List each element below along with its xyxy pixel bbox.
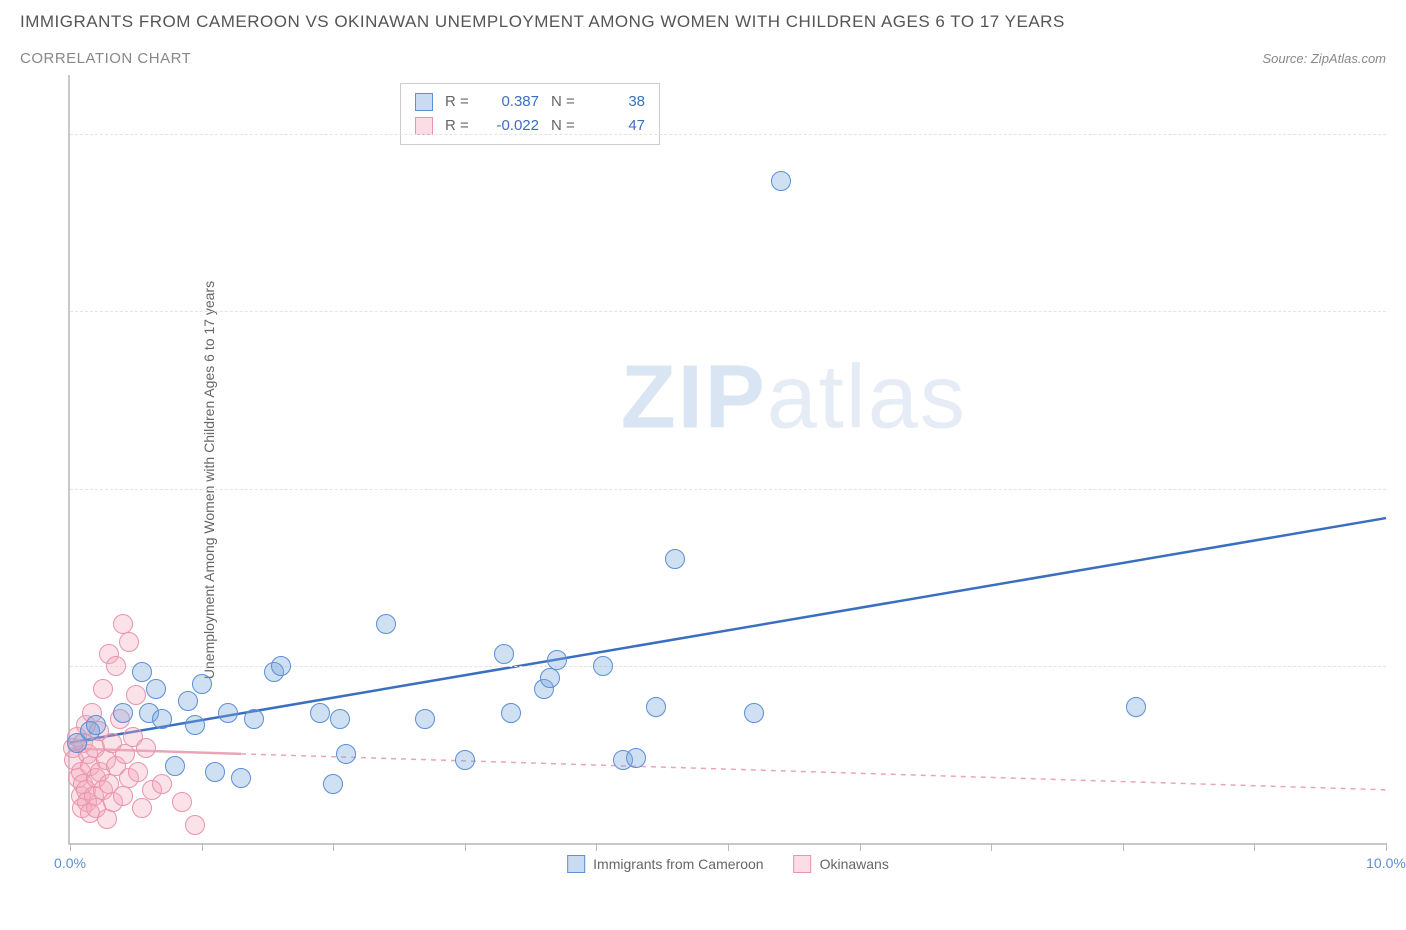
series-name: Okinawans <box>820 856 889 872</box>
scatter-point <box>665 549 685 569</box>
xtick <box>333 843 334 851</box>
swatch-pink-icon <box>415 117 433 135</box>
scatter-point <box>455 750 475 770</box>
scatter-point <box>93 679 113 699</box>
scatter-point <box>771 171 791 191</box>
scatter-point <box>501 703 521 723</box>
ytick-label: 45.0% <box>1391 303 1406 319</box>
scatter-point <box>172 792 192 812</box>
scatter-point <box>376 614 396 634</box>
ytick-label: 15.0% <box>1391 658 1406 674</box>
scatter-point <box>136 738 156 758</box>
scatter-point <box>744 703 764 723</box>
scatter-point <box>593 656 613 676</box>
xtick <box>1254 843 1255 851</box>
scatter-point <box>106 656 126 676</box>
scatter-point <box>185 715 205 735</box>
scatter-point <box>415 709 435 729</box>
n-label: N = <box>551 90 577 114</box>
xtick <box>202 843 203 851</box>
legend-series: Immigrants from Cameroon Okinawans <box>567 855 889 873</box>
gridline <box>70 134 1386 135</box>
scatter-point <box>323 774 343 794</box>
scatter-point <box>132 662 152 682</box>
trend-lines <box>70 75 1386 843</box>
scatter-point <box>113 786 133 806</box>
legend-item-cameroon: Immigrants from Cameroon <box>567 855 763 873</box>
scatter-point <box>178 691 198 711</box>
chart-title: IMMIGRANTS FROM CAMEROON VS OKINAWAN UNE… <box>20 12 1386 32</box>
n-value: 38 <box>589 90 645 114</box>
legend-correlation: R = 0.387 N = 38 R = -0.022 N = 47 <box>400 83 660 145</box>
scatter-point <box>165 756 185 776</box>
r-label: R = <box>445 90 471 114</box>
scatter-point <box>626 748 646 768</box>
legend-item-okinawans: Okinawans <box>794 855 889 873</box>
scatter-point <box>494 644 514 664</box>
gridline <box>70 489 1386 490</box>
scatter-point <box>113 703 133 723</box>
scatter-point <box>244 709 264 729</box>
xtick <box>1386 843 1387 851</box>
source-label: Source: ZipAtlas.com <box>1262 51 1386 66</box>
scatter-point <box>540 668 560 688</box>
xtick <box>596 843 597 851</box>
scatter-point <box>126 685 146 705</box>
legend-row-cameroon: R = 0.387 N = 38 <box>415 90 645 114</box>
scatter-point <box>547 650 567 670</box>
scatter-point <box>152 709 172 729</box>
xtick <box>70 843 71 851</box>
r-value: 0.387 <box>483 90 539 114</box>
xtick <box>465 843 466 851</box>
scatter-point <box>271 656 291 676</box>
scatter-point <box>86 715 106 735</box>
scatter-point <box>119 632 139 652</box>
scatter-point <box>97 809 117 829</box>
gridline <box>70 311 1386 312</box>
ytick-label: 60.0% <box>1391 126 1406 142</box>
scatter-point <box>152 774 172 794</box>
scatter-point <box>185 815 205 835</box>
scatter-point <box>231 768 251 788</box>
swatch-pink-icon <box>794 855 812 873</box>
xtick <box>728 843 729 851</box>
scatter-point <box>205 762 225 782</box>
plot-area: ZIPatlas R = 0.387 N = 38 R = -0.022 N =… <box>68 75 1386 845</box>
xtick <box>991 843 992 851</box>
subtitle-row: CORRELATION CHART Source: ZipAtlas.com <box>20 50 1386 67</box>
scatter-point <box>218 703 238 723</box>
xtick-label: 10.0% <box>1366 855 1406 871</box>
scatter-point <box>336 744 356 764</box>
scatter-point <box>132 798 152 818</box>
xtick <box>1123 843 1124 851</box>
scatter-point <box>646 697 666 717</box>
series-name: Immigrants from Cameroon <box>593 856 763 872</box>
swatch-blue-icon <box>567 855 585 873</box>
swatch-blue-icon <box>415 93 433 111</box>
scatter-point <box>1126 697 1146 717</box>
scatter-point <box>128 762 148 782</box>
ytick-label: 30.0% <box>1391 481 1406 497</box>
scatter-point <box>330 709 350 729</box>
scatter-point <box>192 674 212 694</box>
xtick-label: 0.0% <box>54 855 86 871</box>
xtick <box>860 843 861 851</box>
chart-container: Unemployment Among Women with Children A… <box>20 75 1386 885</box>
chart-subtitle: CORRELATION CHART <box>20 50 191 67</box>
scatter-point <box>115 744 135 764</box>
scatter-point <box>146 679 166 699</box>
scatter-point <box>310 703 330 723</box>
